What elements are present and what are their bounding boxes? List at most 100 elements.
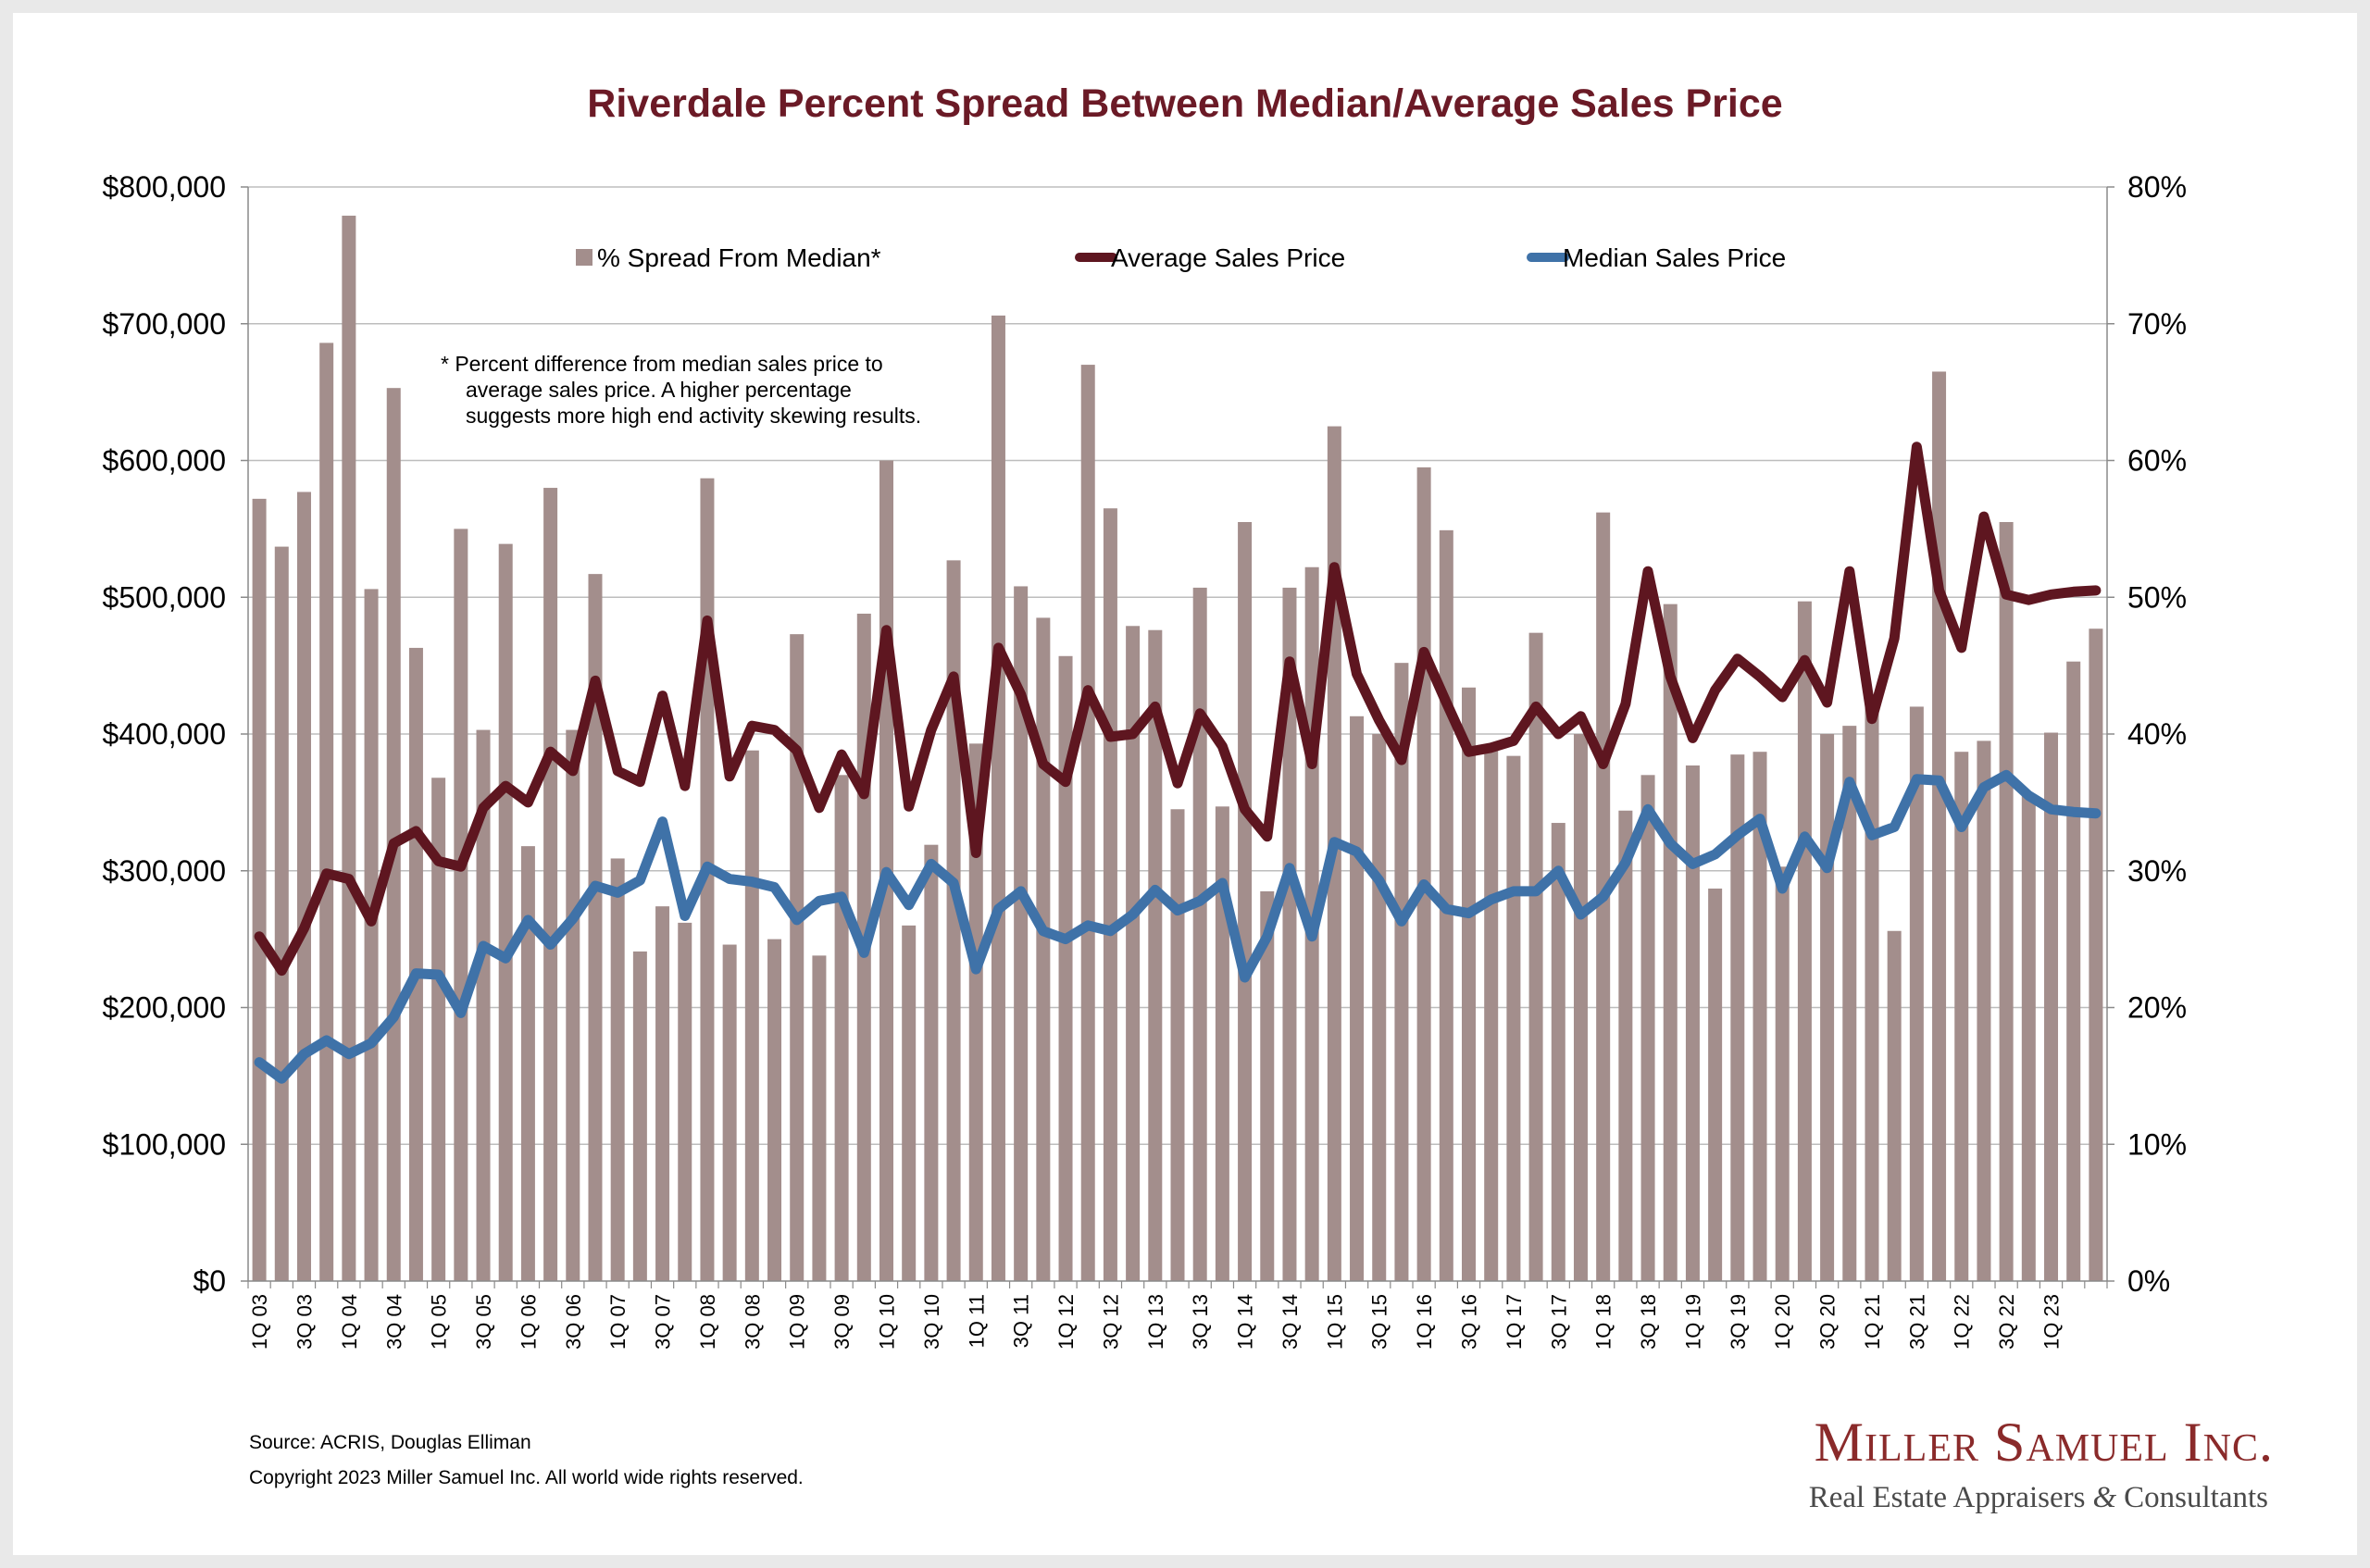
spread-bar <box>1148 629 1163 1281</box>
average-sales-priceline <box>254 442 2102 977</box>
axes <box>241 186 2114 1288</box>
spread-bar <box>1730 754 1745 1281</box>
spread-bar <box>1394 663 1409 1281</box>
spread-bar <box>744 750 759 1281</box>
spread-bar <box>1797 601 1812 1281</box>
spread-bar <box>722 944 737 1281</box>
spread-bar <box>1573 734 1588 1281</box>
spread-bar <box>610 858 625 1281</box>
spread-bar <box>1506 755 1521 1281</box>
spread-bar <box>1909 706 1924 1281</box>
spread-bar <box>790 634 805 1281</box>
footnote-line-3: suggests more high end activity skewing … <box>466 404 921 428</box>
chart-frame: Riverdale Percent Spread Between Median/… <box>13 13 2357 1555</box>
x-tick-label: 1Q 08 <box>696 1294 719 1350</box>
footnote-line-2: average sales price. A higher percentage <box>466 378 852 402</box>
spread-bar <box>1192 587 1207 1281</box>
spread-bar <box>2044 732 2059 1281</box>
x-tick-label: 3Q 21 <box>1905 1294 1928 1350</box>
copyright-text: Copyright 2023 Miller Samuel Inc. All wo… <box>249 1467 804 1488</box>
spread-bar <box>1865 700 1879 1281</box>
spread-bar <box>1416 467 1431 1281</box>
x-tick-label: 3Q 17 <box>1547 1294 1570 1350</box>
spread-bar <box>1775 866 1790 1281</box>
spread-bar <box>632 951 647 1281</box>
line-series <box>254 442 2102 1084</box>
spread-bar <box>520 846 535 1281</box>
spread-bar <box>678 922 692 1281</box>
spread-bar <box>1014 586 1029 1281</box>
spread-bar <box>2021 794 2036 1281</box>
x-tick-label: 1Q 22 <box>1951 1294 1974 1350</box>
spread-bar <box>655 906 670 1281</box>
spread-bar <box>1932 371 1947 1281</box>
x-tick-label: 1Q 21 <box>1861 1294 1884 1350</box>
x-tick-label: 3Q 19 <box>1727 1294 1750 1350</box>
spread-bar <box>1103 508 1117 1281</box>
spread-bar <box>274 546 289 1281</box>
spread-bar <box>1484 750 1499 1281</box>
spread-bar <box>364 589 379 1281</box>
y-left-tick-label: $400,000 <box>103 717 226 751</box>
y-right-tick-label: 0% <box>2127 1264 2170 1298</box>
y-left-tick-label: $700,000 <box>103 307 226 341</box>
x-tick-label: 1Q 23 <box>2040 1294 2064 1350</box>
x-tick-label: 3Q 15 <box>1368 1294 1391 1350</box>
spread-bar <box>812 955 827 1281</box>
spread-bar <box>1820 734 1835 1281</box>
spread-bar <box>319 342 334 1281</box>
spread-bar <box>1238 521 1253 1281</box>
footnote: * Percent difference from median sales p… <box>441 352 921 428</box>
x-tick-label: 1Q 12 <box>1054 1294 1078 1350</box>
x-tick-label: 1Q 10 <box>876 1294 899 1350</box>
y-right-tick-label: 40% <box>2127 717 2187 751</box>
x-tick-label: 1Q 05 <box>428 1294 451 1350</box>
spread-bar <box>1282 587 1297 1281</box>
x-axis-ticks: 1Q 03 3Q 03 1Q 04 3Q 04 1Q 05 3Q 05 1Q 06 3Q 06… <box>248 1294 2063 1350</box>
legend-label-median: Median Sales Price <box>1563 243 1786 272</box>
spread-bar <box>408 647 423 1281</box>
x-tick-label: 1Q 14 <box>1234 1294 1257 1350</box>
spread-bar <box>386 388 401 1281</box>
y-right-tick-label: 20% <box>2127 991 2187 1025</box>
x-tick-label: 1Q 16 <box>1413 1294 1436 1350</box>
logo-name: Miller Samuel Inc. <box>1815 1412 2274 1473</box>
x-tick-label: 1Q 04 <box>338 1294 361 1350</box>
footnote-line-1: * Percent difference from median sales p… <box>441 352 883 376</box>
spread-bar <box>2066 661 2081 1281</box>
x-tick-label: 3Q 13 <box>1189 1294 1212 1350</box>
y-left-tick-label: $800,000 <box>103 170 226 204</box>
company-logo: Miller Samuel Inc. Real Estate Appraiser… <box>1809 1412 2274 1514</box>
logo-tagline: Real Estate Appraisers & Consultants <box>1809 1481 2268 1514</box>
spread-bar <box>2089 628 2103 1281</box>
spread-bar <box>834 775 849 1281</box>
logo-tagline-part2: Consultants <box>2124 1481 2268 1514</box>
legend-swatch-spread <box>576 249 592 266</box>
x-tick-label: 3Q 10 <box>920 1294 943 1350</box>
spread-bar <box>431 778 446 1281</box>
spread-bar <box>566 729 580 1281</box>
x-tick-label: 1Q 17 <box>1503 1294 1526 1350</box>
x-tick-label: 3Q 11 <box>1010 1294 1033 1348</box>
x-tick-label: 1Q 07 <box>606 1294 630 1350</box>
spread-bar <box>543 488 558 1281</box>
median-sales-priceline <box>254 769 2102 1084</box>
x-tick-label: 3Q 08 <box>741 1294 764 1350</box>
y-right-tick-label: 80% <box>2127 170 2187 204</box>
chart: Riverdale Percent Spread Between Median/… <box>103 81 2274 1514</box>
logo-tagline-part1: Real Estate Appraisers <box>1809 1481 2086 1514</box>
y-right-tick-label: 60% <box>2127 444 2187 478</box>
chart-title: Riverdale Percent Spread Between Median/… <box>587 81 1782 126</box>
spread-bar <box>1753 752 1767 1281</box>
x-tick-label: 1Q 13 <box>1144 1294 1167 1350</box>
x-tick-label: 1Q 11 <box>965 1294 988 1348</box>
spread-bar <box>991 315 1005 1281</box>
spread-bar <box>1036 617 1051 1281</box>
y-right-tick-label: 50% <box>2127 580 2187 614</box>
spread-bar <box>1999 521 2014 1281</box>
spread-bar <box>1080 365 1095 1281</box>
spread-bar <box>1372 734 1387 1281</box>
x-tick-label: 3Q 12 <box>1099 1294 1122 1350</box>
spread-bar <box>1528 632 1543 1281</box>
spread-bar <box>1685 765 1700 1281</box>
